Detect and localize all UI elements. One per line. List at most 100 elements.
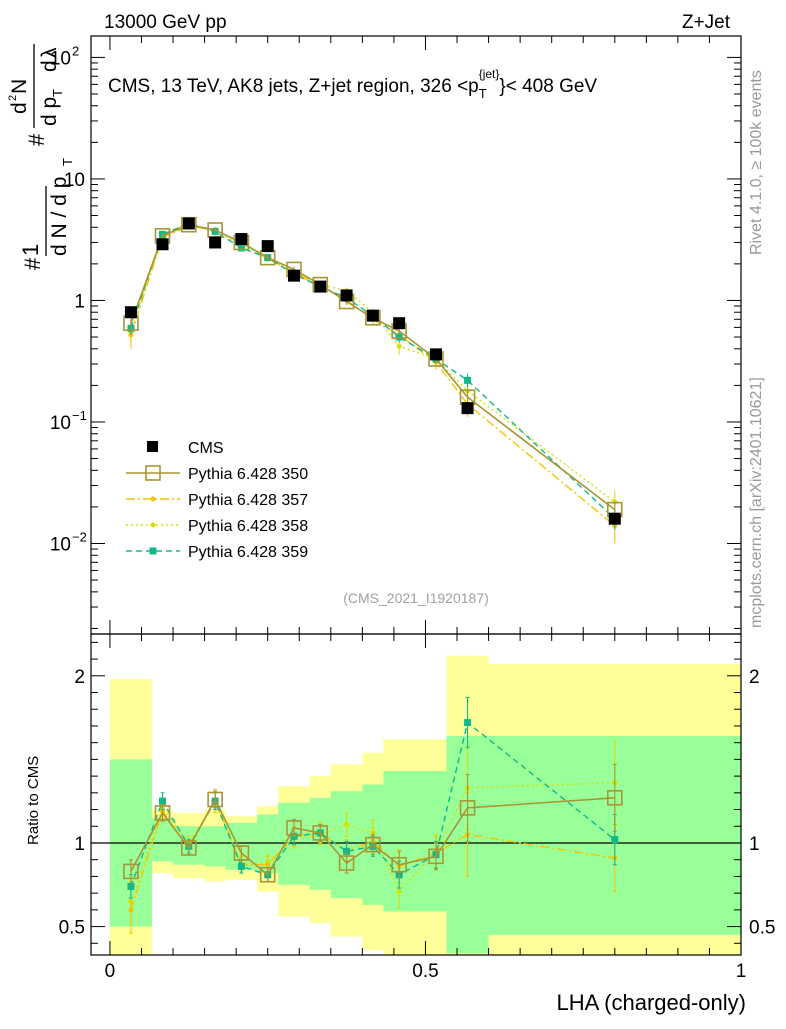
ratio-point-350 xyxy=(123,863,139,880)
band-green xyxy=(152,817,174,862)
x-tick-label: 0 xyxy=(105,961,116,982)
ratio-point-359 xyxy=(237,862,245,870)
ratio-y-tick-label: 0.5 xyxy=(59,918,85,939)
ratio-point-350 xyxy=(606,790,623,806)
header-left: 13000 GeV pp xyxy=(104,12,227,33)
ratio-point-358 xyxy=(396,888,402,894)
ratio-point-350 xyxy=(459,800,476,816)
data-point-cms xyxy=(314,280,327,293)
ratio-point-350 xyxy=(181,840,197,856)
main-ylabel: # 1 d N / d p T # d 2 N d p T d λ xyxy=(7,44,75,270)
rivet-label: Rivet 4.1.0, ≥ 100k events xyxy=(748,70,765,255)
svg-text:#: # xyxy=(20,257,45,270)
data-point-cms xyxy=(461,402,474,415)
analysis-watermark: (CMS_2021_I1920187) xyxy=(343,590,489,606)
svg-text:#: # xyxy=(24,133,49,146)
ratio-point-350 xyxy=(312,825,329,841)
legend-marker-cms xyxy=(147,441,158,452)
legend-label: Pythia 6.428 358 xyxy=(188,518,308,535)
legend-marker xyxy=(149,547,157,555)
ratio-line-350 xyxy=(130,797,615,876)
ratio-bands xyxy=(91,655,741,955)
y-tick-exponent: −1 xyxy=(72,408,87,423)
ratio-point-359 xyxy=(464,719,472,727)
legend-entry: Pythia 6.428 359 xyxy=(126,544,308,561)
svg-text:T: T xyxy=(60,158,75,166)
y-tick-exponent: −2 xyxy=(72,529,87,544)
ratio-point-350 xyxy=(233,845,250,861)
data-point-cms xyxy=(261,240,274,253)
ratio-point-350 xyxy=(338,855,355,871)
data-point-359 xyxy=(464,376,472,384)
legend-marker xyxy=(145,465,161,481)
y-tick-exponent: 2 xyxy=(72,43,79,58)
data-point-cms xyxy=(393,317,406,330)
series-cms xyxy=(124,217,621,525)
data-point-359 xyxy=(237,244,245,252)
data-point-cms xyxy=(430,348,443,361)
series-359 xyxy=(127,219,619,530)
y-tick-label: 10 xyxy=(50,534,71,555)
data-point-358 xyxy=(396,343,402,349)
ratio-point-359 xyxy=(343,847,351,855)
ratio-y-tick-label: 2 xyxy=(74,667,85,688)
svg-text:d: d xyxy=(8,102,31,114)
series-line-358 xyxy=(130,222,616,503)
main-series xyxy=(123,216,623,544)
ratio-frame xyxy=(90,633,742,956)
svg-text:d p: d p xyxy=(38,97,61,126)
svg-text:N: N xyxy=(8,79,31,94)
x-tick-label: 0.5 xyxy=(412,961,438,982)
ratio-point-358 xyxy=(344,822,350,828)
y-tick-label: 10 xyxy=(64,170,85,191)
svg-text:2: 2 xyxy=(7,95,19,101)
ratio-point-350 xyxy=(391,856,407,873)
ratio-point-359 xyxy=(611,836,619,844)
ratio-y-tick-label-right: 1 xyxy=(749,834,760,855)
svg-text:1: 1 xyxy=(18,244,43,256)
svg-text:d N / d p: d N / d p xyxy=(48,177,71,256)
legend: CMS Pythia 6.428 350 Pythia 6.428 357 Pythi… xyxy=(126,440,308,561)
svg-text:d: d xyxy=(38,60,61,72)
ratio-point-350 xyxy=(207,791,223,808)
ratio-point-357 xyxy=(128,907,134,913)
data-point-cms xyxy=(209,236,222,249)
ratio-y-tick-label-right: 2 xyxy=(749,667,760,688)
main-title: CMS, 13 TeV, AK8 jets, Z+jet region, 326… xyxy=(108,67,597,101)
ratio-axes: 0.5 0.5 1 1 2 2 0 0.5 1 xyxy=(59,634,775,982)
x-tick-label: 1 xyxy=(736,961,747,982)
legend-label: Pythia 6.428 357 xyxy=(188,492,308,509)
x-axis-label: LHA (charged-only) xyxy=(556,990,746,1015)
ratio-point-350 xyxy=(154,805,171,821)
legend-entry: Pythia 6.428 357 xyxy=(126,492,308,509)
band-green xyxy=(204,826,226,867)
data-point-cms xyxy=(182,217,195,230)
ratio-point-350 xyxy=(365,836,381,853)
svg-text:T: T xyxy=(50,89,65,97)
data-point-cms xyxy=(288,269,301,282)
legend-label: CMS xyxy=(188,440,224,457)
ratio-point-350 xyxy=(259,866,276,883)
legend-marker xyxy=(150,496,156,502)
ratio-series xyxy=(123,697,623,934)
legend-marker xyxy=(150,522,156,528)
legend-label: Pythia 6.428 350 xyxy=(188,466,308,483)
ratio-point-359 xyxy=(127,882,135,890)
svg-text:λ: λ xyxy=(38,47,61,58)
ratio-y-tick-label-right: 0.5 xyxy=(749,918,775,939)
data-point-cms xyxy=(366,309,379,322)
data-point-359 xyxy=(395,333,403,341)
ratio-point-359 xyxy=(159,797,166,805)
y-tick-label: 10 xyxy=(50,48,71,69)
data-point-cms xyxy=(608,512,621,525)
data-point-cms xyxy=(340,289,353,302)
ratio-point-350 xyxy=(286,820,302,836)
data-point-cms xyxy=(156,238,169,251)
ratio-series-350 xyxy=(123,763,623,884)
header-right: Z+Jet xyxy=(682,12,731,33)
legend-entry: Pythia 6.428 350 xyxy=(126,465,308,483)
ratio-point-357 xyxy=(265,862,271,868)
ratio-y-tick-label: 1 xyxy=(74,834,85,855)
data-point-cms xyxy=(235,233,248,246)
